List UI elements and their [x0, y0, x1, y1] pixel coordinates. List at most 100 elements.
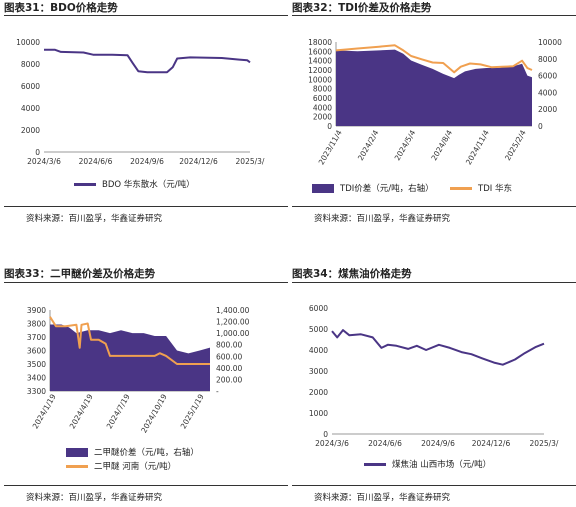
y-right-tick-label: 800.00 — [216, 341, 242, 350]
dme-chart: 3300 3400 3500 3600 3700 3800 3900 - 200.00 400.0… — [27, 306, 250, 434]
y-tick-label: 6000 — [313, 94, 332, 103]
y-right-tick-label: 400.00 — [216, 364, 242, 373]
y-tick-label: 8000 — [313, 85, 332, 94]
y-tick-label: 3700 — [27, 333, 46, 342]
x-tick-label: 2024/12/6 — [472, 439, 511, 448]
x-tick-label: 2024/10/19 — [139, 392, 169, 434]
legend-item: TDI价差（元/吨，右轴） — [312, 182, 434, 194]
legend-swatch — [66, 464, 88, 468]
source-rule — [292, 485, 576, 486]
x-tick-label: 2024/12/6 — [179, 157, 218, 166]
legend-label: TDI价差（元/吨，右轴） — [340, 184, 434, 194]
panel-title: 图表31：BDO价格走势 — [4, 2, 118, 14]
y-tick-label: 0 — [35, 148, 40, 157]
x-tick-label: 2024/1/19 — [31, 392, 58, 430]
x-tick-label: 2024/9/6 — [421, 439, 455, 448]
panel-coal-tar: 图表34：煤焦油价格走势 0 1000 2000 3000 4000 5000 6000 20… — [292, 266, 576, 507]
y-tick-label: 0 — [323, 430, 328, 439]
legend-swatch — [312, 183, 334, 193]
x-tick-label: 2024/3/6 — [315, 439, 349, 448]
y-tick-label: 1000 — [309, 409, 328, 418]
y-tick-label: 16000 — [308, 47, 332, 56]
legend-swatch — [450, 186, 472, 190]
y-tick-label: 3600 — [27, 347, 46, 356]
x-tick-label: 2024/2/4 — [356, 128, 381, 162]
source-note: 资料来源：百川盈孚，华鑫证券研究 — [26, 493, 163, 503]
y-tick-label: 8000 — [21, 60, 40, 69]
x-tick-label: 2024/6/6 — [79, 157, 113, 166]
series-line — [331, 329, 545, 366]
legend-item: BDO 华东散水（元/吨） — [74, 178, 195, 190]
x-tick-label: 2024/8/4 — [429, 128, 454, 162]
y-right-tick-label: 2000 — [538, 105, 557, 114]
source-note: 资料来源：百川盈孚，华鑫证券研究 — [314, 493, 451, 503]
x-tick-label: 2024/7/19 — [105, 392, 132, 430]
source-note: 资料来源：百川盈孚，华鑫证券研究 — [314, 214, 451, 224]
y-tick-label: 2000 — [313, 113, 332, 122]
panel-bdo: 图表31：BDO价格走势 0 2000 4000 6000 8000 10000 2024/… — [4, 0, 288, 235]
x-tick-label: 2025/2/4 — [503, 128, 528, 162]
x-tick-label: 2024/3/6 — [27, 157, 61, 166]
legend-label: 煤焦油 山西市场（元/吨） — [392, 460, 492, 470]
y-right-tick-label: 0 — [538, 122, 543, 131]
y-tick-label: 10000 — [16, 38, 40, 47]
x-tick-label: 2024/11/4 — [464, 128, 491, 166]
series-line — [44, 48, 251, 74]
y-tick-label: 3000 — [309, 367, 328, 376]
y-right-tick-label: - — [216, 387, 219, 396]
x-tick-label: 2025/3/ — [236, 157, 265, 166]
legend-swatch — [66, 447, 88, 457]
y-right-tick-label: 8000 — [538, 55, 557, 64]
panel-dme: 图表33：二甲醚价差及价格走势 3300 3400 3500 3600 3700 3800… — [4, 266, 288, 507]
y-right-tick-label: 600.00 — [216, 352, 242, 361]
y-right-tick-label: 1,200.00 — [216, 318, 250, 327]
y-tick-label: 14000 — [308, 57, 332, 66]
y-tick-label: 10000 — [308, 75, 332, 84]
bdo-chart: 0 2000 4000 6000 8000 10000 2024/3/6 2024/6/6 20… — [16, 38, 265, 166]
x-tick-label: 2024/4/19 — [68, 392, 95, 430]
x-tick-label: 2025/3/ — [530, 439, 559, 448]
panel-title: 图表32：TDI价差及价格走势 — [292, 2, 432, 14]
panel-title: 图表34：煤焦油价格走势 — [292, 268, 412, 280]
legend-swatch — [74, 182, 96, 186]
y-tick-label: 6000 — [21, 82, 40, 91]
legend-label: 二甲醚 河南（元/吨） — [94, 462, 177, 472]
x-tick-label: 2024/9/6 — [130, 157, 164, 166]
source-note: 资料来源：百川盈孚，华鑫证券研究 — [26, 214, 163, 224]
x-tick-label: 2023/11/4 — [317, 128, 344, 166]
source-rule — [4, 206, 288, 207]
legend-item: 二甲醚 河南（元/吨） — [66, 460, 176, 472]
panel-title: 图表33：二甲醚价差及价格走势 — [4, 268, 156, 280]
legend-item: 二甲醚价差（元/吨，右轴） — [66, 446, 199, 458]
y-right-tick-label: 10000 — [538, 38, 562, 47]
legend-label: TDI 华东 — [478, 184, 512, 194]
y-tick-label: 4000 — [21, 104, 40, 113]
y-tick-label: 4000 — [309, 346, 328, 355]
y-right-tick-label: 200.00 — [216, 375, 242, 384]
x-tick-label: 2024/6/6 — [368, 439, 402, 448]
legend-label: BDO 华东散水（元/吨） — [102, 180, 195, 190]
y-tick-label: 3300 — [27, 387, 46, 396]
legend-item: 煤焦油 山西市场（元/吨） — [364, 458, 491, 470]
y-tick-label: 5000 — [309, 325, 328, 334]
y-right-tick-label: 6000 — [538, 72, 557, 81]
series-area — [50, 324, 210, 391]
y-tick-label: 0 — [327, 122, 332, 131]
legend-swatch — [364, 462, 386, 466]
y-tick-label: 3400 — [27, 374, 46, 383]
coal-tar-chart: 0 1000 2000 3000 4000 5000 6000 2024/3/6 2024/6/… — [309, 304, 559, 448]
panel-tdi: 图表32：TDI价差及价格走势 0 2000 4000 6000 8000 10000 12… — [292, 0, 576, 235]
tdi-chart: 0200040006000800010000120001400016000180… — [308, 38, 562, 166]
source-rule — [292, 206, 576, 207]
x-tick-label: 2024/5/4 — [393, 128, 418, 162]
source-rule — [4, 485, 288, 486]
title-rule — [4, 15, 288, 16]
y-tick-label: 3900 — [27, 306, 46, 315]
y-tick-label: 2000 — [309, 388, 328, 397]
y-tick-label: 3800 — [27, 320, 46, 329]
y-tick-label: 4000 — [313, 103, 332, 112]
y-tick-label: 2000 — [21, 126, 40, 135]
series-line — [335, 44, 533, 74]
y-right-tick-label: 1,400.00 — [216, 306, 250, 315]
legend-label: 二甲醚价差（元/吨，右轴） — [94, 448, 199, 458]
